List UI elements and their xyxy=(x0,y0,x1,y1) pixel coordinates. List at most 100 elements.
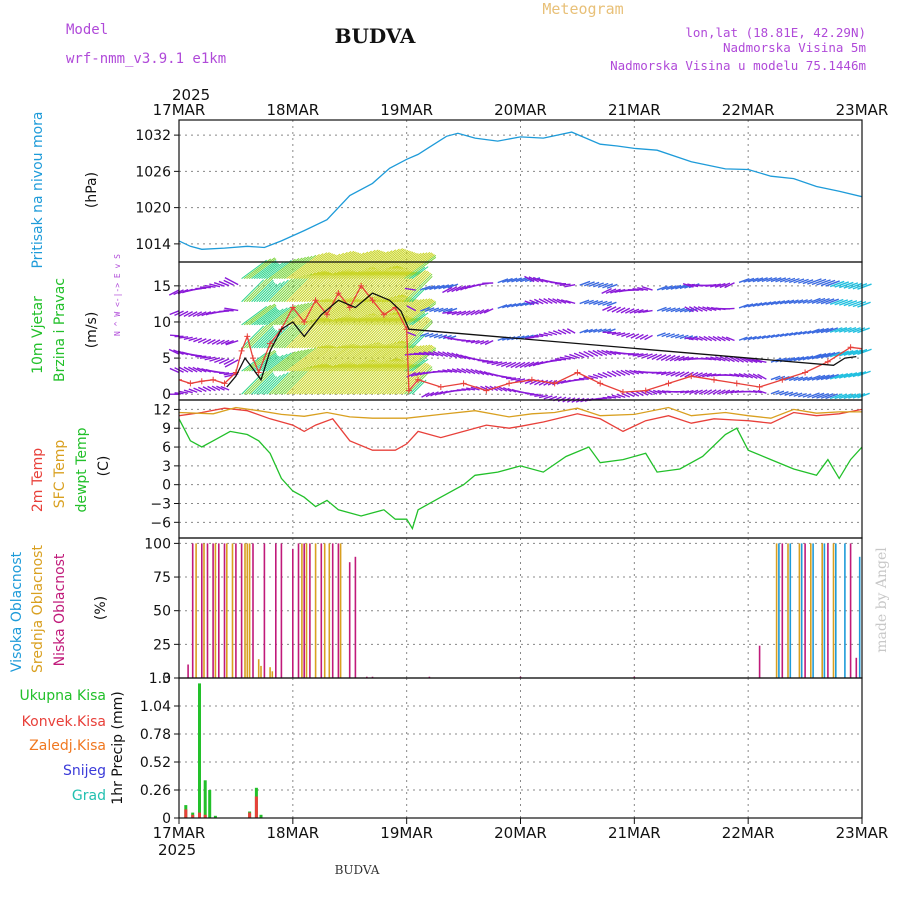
convective-bar xyxy=(191,814,195,818)
lonlat-label: lon,lat (18.81E, 42.29N) xyxy=(685,25,866,40)
low-bar xyxy=(263,543,266,678)
gust-marker xyxy=(597,380,604,387)
wind-vector xyxy=(399,317,430,349)
wind-vector xyxy=(807,328,820,335)
wind-vector xyxy=(621,332,631,338)
wind-vector xyxy=(199,286,211,289)
wind-vector xyxy=(852,392,866,399)
wind-vector xyxy=(306,253,341,280)
gust-marker xyxy=(859,345,862,352)
wind-vector xyxy=(798,330,807,336)
wind-vector xyxy=(461,388,471,391)
wind-vector xyxy=(188,311,198,318)
wind-vector xyxy=(438,307,449,313)
wind-vector xyxy=(333,268,368,303)
mid-bar xyxy=(203,543,205,678)
wind-vector xyxy=(820,279,836,287)
wind-vector xyxy=(620,307,631,314)
low-bar xyxy=(331,543,334,678)
wind-vector xyxy=(243,370,268,395)
wind-vector xyxy=(432,350,444,357)
wind-vector xyxy=(498,386,508,392)
time-label-bottom: 23MAR xyxy=(836,824,889,842)
SFC Temp-line xyxy=(179,406,862,419)
wind-vector xyxy=(564,284,576,288)
wind-vector xyxy=(192,366,203,373)
convective-bar xyxy=(254,796,258,818)
wind-vector xyxy=(529,299,539,305)
wind-vector xyxy=(261,308,284,326)
gust-marker xyxy=(824,358,831,365)
wind-vector xyxy=(816,327,829,334)
wind-vector xyxy=(409,359,426,372)
legend-snow: Snijeg xyxy=(63,763,106,779)
low-bar xyxy=(354,556,357,678)
wind-vector xyxy=(596,349,608,356)
gust-marker xyxy=(380,311,387,318)
wind-vector xyxy=(346,251,384,280)
wind-vector xyxy=(605,350,617,356)
wind-vector xyxy=(442,369,453,373)
wind-vector xyxy=(852,301,867,308)
wind-vector xyxy=(276,349,306,372)
wind-vector xyxy=(515,361,526,369)
wind-vector xyxy=(788,356,800,362)
wind-vector xyxy=(635,333,644,340)
wind-vector xyxy=(656,306,667,312)
wind-vector xyxy=(281,367,309,395)
wind-vector xyxy=(399,345,434,372)
time-label-top: 18MAR xyxy=(266,101,319,119)
wind-vector xyxy=(802,330,812,335)
wind-vector xyxy=(223,372,234,376)
wind-vector xyxy=(538,394,548,399)
wind-vector xyxy=(602,301,613,306)
gust-marker xyxy=(756,383,763,390)
low-bar xyxy=(252,543,254,678)
wind-vector xyxy=(708,335,717,342)
low-bar xyxy=(292,548,294,678)
wind-vector xyxy=(857,301,871,308)
wind-vector xyxy=(288,299,324,326)
wind-vector xyxy=(684,371,694,378)
wind-vector xyxy=(710,283,722,288)
wind-vector xyxy=(168,289,180,296)
wind-vector xyxy=(502,303,512,309)
wind-vector xyxy=(829,327,843,333)
wind-vector xyxy=(788,392,798,397)
wind-vector xyxy=(438,334,448,339)
wind-vector xyxy=(606,371,617,377)
wind-vector xyxy=(779,391,789,396)
wind-vector xyxy=(381,252,417,280)
wind-vector xyxy=(775,390,785,395)
precip-legend: Ukupna Kisa Konvek.Kisa Zaledj.Kisa Snij… xyxy=(19,688,126,805)
wind-vector xyxy=(820,327,834,334)
wind-vector xyxy=(391,252,428,280)
mid-bar xyxy=(323,543,326,678)
low-bar xyxy=(206,543,209,678)
wind-vector xyxy=(793,376,804,382)
wind-vector xyxy=(820,374,835,381)
wind-vector xyxy=(406,305,417,312)
wind-vector xyxy=(407,331,417,337)
wind-vector xyxy=(288,253,324,280)
wind-vector xyxy=(351,343,389,372)
wind-vector xyxy=(351,297,389,326)
wind-vector xyxy=(694,389,703,395)
wind-vector xyxy=(507,387,517,393)
wind-vector xyxy=(552,330,562,335)
wind-vector xyxy=(368,360,404,395)
wind-vector xyxy=(341,267,376,303)
wind-vector xyxy=(241,259,268,280)
wind-vector xyxy=(401,300,435,326)
wind-vector xyxy=(593,300,603,306)
wind-vector xyxy=(374,250,412,280)
wind-vector xyxy=(399,271,430,303)
wind-vector xyxy=(169,310,180,316)
wind-vector xyxy=(656,354,667,361)
wind-vector xyxy=(593,282,604,288)
wind-vector xyxy=(724,307,735,310)
wind-vector xyxy=(366,359,402,395)
wind-vector xyxy=(500,361,512,368)
wind-vector xyxy=(201,311,212,317)
wind-vector xyxy=(697,306,708,312)
